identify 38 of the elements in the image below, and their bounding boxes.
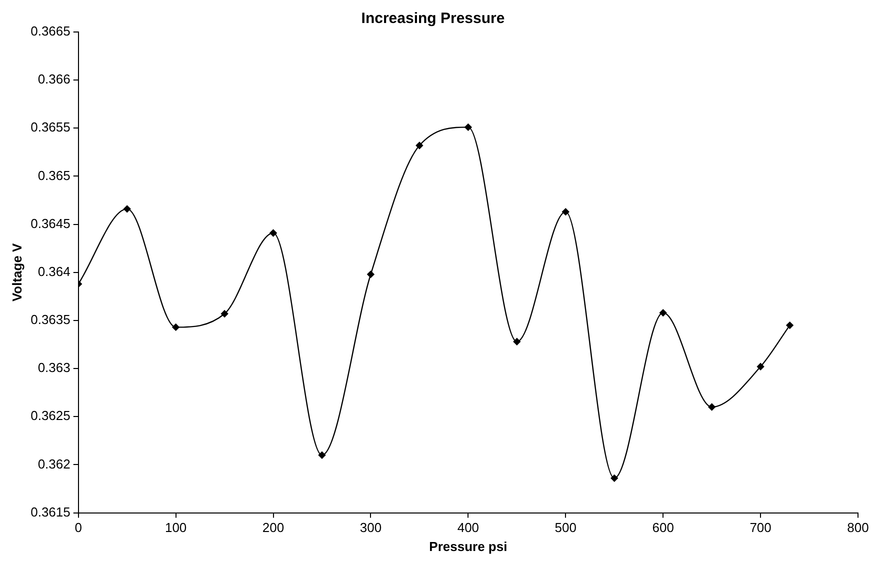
x-tick-label: 600 (652, 520, 674, 536)
x-axis-title: Pressure psi (429, 538, 508, 554)
point (123, 205, 131, 213)
x-tick-label: 0 (74, 520, 82, 536)
y-tick-label: 0.3655 (30, 120, 70, 135)
point (464, 124, 472, 131)
x-tick-label: 800 (847, 520, 869, 536)
x-tick-label: 100 (164, 520, 187, 536)
point (220, 310, 228, 318)
y-tick-label: 0.364 (38, 264, 70, 279)
y-tick-label: 0.363 (38, 360, 70, 376)
point (513, 338, 521, 346)
point (318, 452, 326, 459)
point (367, 270, 374, 278)
point (756, 363, 764, 370)
point (270, 229, 277, 237)
point (172, 324, 180, 331)
x-tick-label: 700 (750, 520, 772, 536)
y-tick-label: 0.3625 (30, 408, 70, 424)
y-tick-label: 0.3615 (30, 504, 70, 520)
x-tick-label: 200 (262, 520, 284, 536)
point (610, 474, 618, 482)
y-tick-label: 0.3635 (30, 312, 70, 328)
x-tick-label: 500 (554, 520, 576, 536)
x-tick-label: 300 (360, 520, 382, 536)
point (416, 142, 424, 150)
point (659, 309, 667, 316)
y-tick-label: 0.366 (38, 72, 70, 87)
chart-title: Increasing Pressure (361, 10, 505, 28)
point (786, 322, 794, 329)
point (708, 403, 716, 411)
x-tick-label: 400 (457, 520, 480, 536)
y-tick-label: 0.3665 (30, 24, 70, 39)
y-tick-label: 0.365 (38, 168, 70, 183)
y-axis-title: Voltage V (9, 242, 24, 302)
y-tick-label: 0.362 (38, 456, 70, 472)
y-tick-label: 0.3645 (30, 216, 70, 231)
point (562, 208, 570, 216)
